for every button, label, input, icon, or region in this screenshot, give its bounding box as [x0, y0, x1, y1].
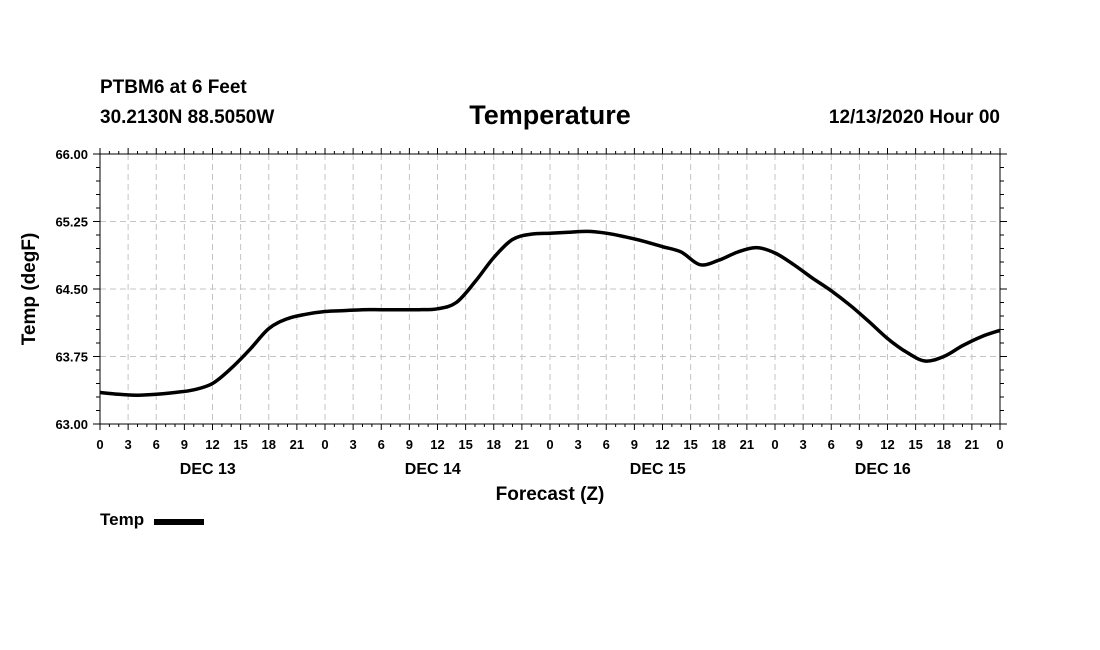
x-tick-label: 18 [487, 437, 501, 452]
day-label: DEC 13 [180, 461, 236, 478]
x-tick-label: 0 [321, 437, 328, 452]
x-tick-label: 21 [740, 437, 754, 452]
x-tick-label: 15 [683, 437, 697, 452]
legend-label-temp: Temp [100, 510, 144, 530]
x-tick-label: 18 [712, 437, 726, 452]
x-axis-label: Forecast (Z) [496, 484, 605, 505]
y-tick-label: 63.00 [55, 417, 88, 432]
x-tick-label: 6 [603, 437, 610, 452]
x-tick-label: 3 [125, 437, 132, 452]
x-tick-label: 12 [205, 437, 219, 452]
y-axis-label: Temp (degF) [19, 233, 40, 346]
x-tick-label: 12 [655, 437, 669, 452]
x-tick-label: 12 [430, 437, 444, 452]
x-tick-label: 0 [546, 437, 553, 452]
x-tick-label: 18 [262, 437, 276, 452]
x-tick-label: 9 [406, 437, 413, 452]
x-tick-label: 15 [908, 437, 922, 452]
x-tick-label: 21 [965, 437, 979, 452]
x-tick-label: 21 [515, 437, 529, 452]
day-label: DEC 15 [630, 461, 686, 478]
x-tick-label: 15 [233, 437, 247, 452]
y-tick-label: 64.50 [55, 282, 88, 297]
x-tick-label: 0 [771, 437, 778, 452]
day-label: DEC 14 [405, 461, 461, 478]
x-tick-label: 0 [96, 437, 103, 452]
x-tick-label: 12 [880, 437, 894, 452]
x-tick-label: 0 [996, 437, 1003, 452]
x-tick-label: 3 [800, 437, 807, 452]
x-tick-label: 9 [856, 437, 863, 452]
legend-swatch-temp [154, 519, 204, 525]
x-tick-label: 3 [575, 437, 582, 452]
x-tick-label: 6 [828, 437, 835, 452]
x-tick-label: 15 [458, 437, 472, 452]
x-tick-label: 3 [350, 437, 357, 452]
y-tick-label: 65.25 [55, 215, 88, 230]
x-tick-label: 9 [181, 437, 188, 452]
day-labels: DEC 13 DEC 14 DEC 15 DEC 16 [180, 461, 911, 478]
day-label: DEC 16 [855, 461, 911, 478]
legend: Temp [100, 510, 204, 530]
x-tick-label: 6 [378, 437, 385, 452]
y-tick-label: 66.00 [55, 147, 88, 162]
y-tick-label: 63.75 [55, 350, 88, 365]
grid-lines [100, 154, 1000, 424]
x-tick-label: 21 [290, 437, 304, 452]
x-tick-label: 9 [631, 437, 638, 452]
x-tick-label: 18 [937, 437, 951, 452]
x-tick-label: 6 [153, 437, 160, 452]
